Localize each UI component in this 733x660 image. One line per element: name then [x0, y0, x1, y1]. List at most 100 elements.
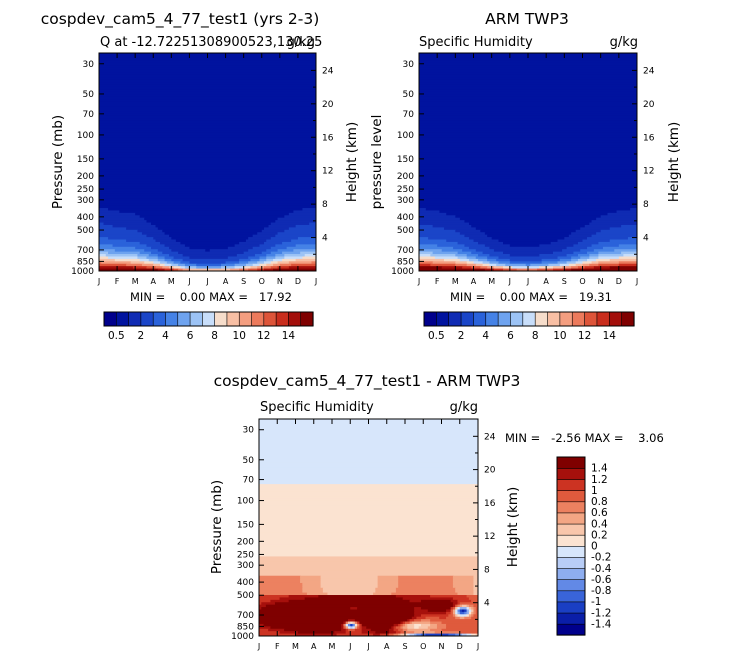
- plot-obs-cell: [466, 256, 477, 260]
- plot-diff-cell: [473, 578, 478, 582]
- plot-diff-cell: [373, 592, 392, 596]
- plot-model-ytick-label: 850: [77, 257, 94, 267]
- plot-diff-cell: [452, 614, 456, 618]
- plot-diff-cell: [347, 619, 356, 623]
- plot-model-cell: [99, 205, 316, 209]
- plot-model-cell: [309, 222, 316, 226]
- plot-model-y2tick-label: 12: [322, 167, 333, 177]
- plot-model-cell: [273, 268, 316, 271]
- plot-diff-cell: [414, 611, 447, 615]
- plot-obs-cell: [571, 258, 579, 262]
- plot-model-cell: [257, 268, 265, 271]
- plot-obs-cell: [466, 261, 475, 265]
- plot-diff-cell: [375, 590, 397, 594]
- plot-model-cell: [293, 210, 316, 214]
- plot-model-cell: [99, 140, 316, 144]
- plot-diff-cell: [347, 621, 351, 625]
- plot-diff-cell: [473, 607, 477, 611]
- plot-diff-cell: [473, 582, 478, 586]
- plot-obs-cell: [482, 263, 490, 267]
- plot-obs-cell: [607, 212, 637, 216]
- colorbar-diff-swatch: [556, 523, 586, 536]
- plot-diff-cell: [259, 467, 478, 471]
- plot-obs-cell: [580, 249, 595, 253]
- colorbar-model-label: 4: [162, 330, 169, 342]
- plot-obs-cell: [419, 82, 637, 86]
- plot-diff-cell: [466, 607, 470, 611]
- plot-diff-cell: [350, 607, 358, 611]
- colorbar-model: 0.5 2 4 6 8 10 12 14: [103, 311, 314, 342]
- plot-diff-cell: [395, 631, 402, 635]
- plot-obs-cell: [593, 249, 615, 253]
- plot-model-cell: [160, 241, 181, 245]
- plot-obs-cell: [539, 244, 575, 248]
- plot-model-cell: [169, 234, 254, 238]
- plot-obs-cell: [587, 258, 597, 262]
- plot-model-xtick-label: M: [132, 277, 139, 286]
- plot-diff-cell: [357, 626, 360, 630]
- plot-model-cell: [99, 130, 316, 134]
- plot-model-ytick-label: 200: [77, 172, 94, 182]
- plot-obs-cell: [596, 217, 637, 221]
- plot-obs-cell: [587, 237, 629, 241]
- plot-model-cell: [196, 263, 222, 267]
- plot-diff-cell: [466, 614, 470, 618]
- plot-model-ytick-label: 300: [77, 196, 94, 206]
- plot-diff-cell: [400, 623, 404, 627]
- plot-model-cell: [126, 239, 157, 243]
- plot-model-cell: [130, 261, 145, 265]
- plot-diff-cell: [341, 628, 347, 632]
- panel-diff-title: cospdev_cam5_4_77_test1 - ARM TWP3: [214, 372, 521, 391]
- plot-obs-cell: [487, 266, 495, 270]
- plot-diff-cell: [398, 628, 404, 632]
- plot-obs-cell: [419, 123, 637, 127]
- plot-obs-ytick-label: 1000: [391, 267, 414, 277]
- plot-obs-cell: [577, 241, 599, 245]
- plot-obs-cell: [462, 249, 477, 253]
- plot-diff-cell: [345, 626, 349, 630]
- plot-diff-cell: [359, 626, 363, 630]
- plot-obs-cell: [430, 254, 456, 258]
- plot-model-cell: [99, 239, 127, 243]
- plot-diff-cell: [409, 621, 413, 625]
- plot-diff-cell: [400, 633, 406, 636]
- plot-diff-cell: [259, 508, 478, 512]
- plot-model-cell: [266, 256, 276, 260]
- plot-model-cell: [173, 268, 179, 271]
- plot-diff-cell: [462, 604, 468, 608]
- plot-model-cell: [99, 261, 102, 265]
- panel-model-y2label: Height (km): [344, 122, 360, 202]
- plot-obs-y2tick-label: 24: [643, 66, 655, 76]
- plot-diff-cell: [302, 587, 324, 591]
- plot-model-cell: [99, 208, 109, 212]
- plot-model-cell: [162, 251, 179, 255]
- plot-model-cell: [254, 254, 267, 258]
- plot-diff-cell: [259, 541, 478, 545]
- plot-obs-cell: [464, 220, 593, 224]
- plot-diff-field: [259, 419, 478, 636]
- plot-diff-cell: [457, 592, 475, 596]
- colorbar-obs-swatch: [608, 311, 623, 327]
- plot-obs-cell: [552, 266, 563, 270]
- colorbar-diff-frame: [556, 456, 586, 636]
- plot-model-cell: [99, 249, 116, 253]
- plot-model-xtick-label: J: [97, 277, 100, 286]
- plot-model-cell: [99, 215, 141, 219]
- plot-obs-cell: [419, 118, 637, 122]
- plot-obs-cell: [566, 261, 577, 265]
- plot-obs-cell: [559, 263, 570, 267]
- plot-obs-cell: [443, 258, 461, 262]
- plot-model-cell: [99, 232, 143, 236]
- plot-diff-cell: [414, 626, 420, 630]
- plot-model-cell: [99, 147, 316, 151]
- plot-model-cell: [99, 157, 316, 161]
- plot-diff-cell: [402, 597, 454, 601]
- plot-diff-cell: [279, 631, 299, 635]
- plot-diff-cell: [452, 611, 456, 615]
- plot-model-cell: [99, 266, 134, 270]
- plot-diff-cell: [259, 621, 345, 625]
- plot-model-cell: [139, 251, 152, 255]
- plot-diff-cell: [343, 626, 347, 630]
- plot-obs-cell: [509, 254, 540, 258]
- plot-diff-cell: [259, 474, 478, 478]
